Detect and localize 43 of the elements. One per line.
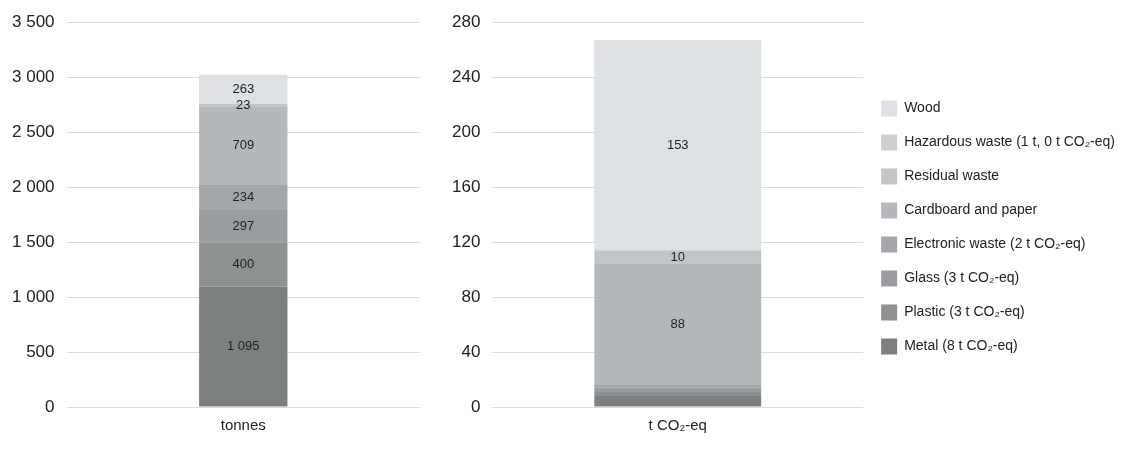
- data-label: 1 095: [227, 338, 260, 354]
- legend-label: Residual waste: [904, 167, 1000, 184]
- x-tick-label: tonnes: [220, 416, 266, 434]
- y-tick-label: 0: [470, 396, 481, 416]
- bar: [594, 264, 762, 386]
- y-tick-label: 120: [451, 231, 481, 251]
- y-tick-label: 80: [461, 286, 481, 306]
- y-tick-label: 3 000: [11, 66, 55, 86]
- y-tick-label: 2 000: [11, 176, 55, 196]
- data-label: 709: [232, 136, 255, 152]
- legend-label: Electronic waste (2 t CO₂-eq): [904, 235, 1086, 252]
- y-tick-label: 40: [461, 341, 481, 361]
- bar: [594, 250, 762, 265]
- y-tick-label: 500: [26, 341, 55, 361]
- data-label: 263: [232, 80, 255, 96]
- y-tick-label: 280: [451, 11, 481, 31]
- y-tick-label: 240: [451, 66, 481, 86]
- y-tick-label: 3 500: [11, 11, 55, 31]
- data-label: 153: [666, 136, 689, 152]
- legend-label: Metal (8 t CO₂-eq): [904, 337, 1018, 354]
- legend-label: Glass (3 t CO₂-eq): [904, 269, 1020, 286]
- y-tick-label: 200: [451, 121, 481, 141]
- data-label: 10: [670, 248, 685, 264]
- legend-label: Hazardous waste (1 t, 0 t CO₂-eq): [904, 133, 1116, 150]
- legend-label: Plastic (3 t CO₂-eq): [904, 303, 1025, 320]
- bar: [199, 242, 288, 287]
- bar: [199, 286, 288, 407]
- legend-label: Cardboard and paper: [904, 201, 1038, 218]
- data-label: 23: [236, 96, 251, 112]
- bar: [594, 391, 762, 397]
- x-tick-label: t CO₂-eq: [648, 416, 707, 434]
- y-tick-label: 1 000: [11, 286, 55, 306]
- legend-label: Wood: [904, 99, 941, 116]
- y-tick-label: 0: [45, 396, 55, 416]
- data-label: 234: [232, 188, 255, 204]
- y-tick-label: 160: [451, 176, 481, 196]
- bar: [594, 387, 762, 392]
- data-label: 400: [232, 256, 255, 272]
- data-label: 297: [232, 217, 255, 233]
- y-tick-label: 2 500: [11, 121, 55, 141]
- data-label: 88: [670, 316, 685, 332]
- bar: [594, 396, 762, 407]
- y-tick-label: 1 500: [11, 231, 55, 251]
